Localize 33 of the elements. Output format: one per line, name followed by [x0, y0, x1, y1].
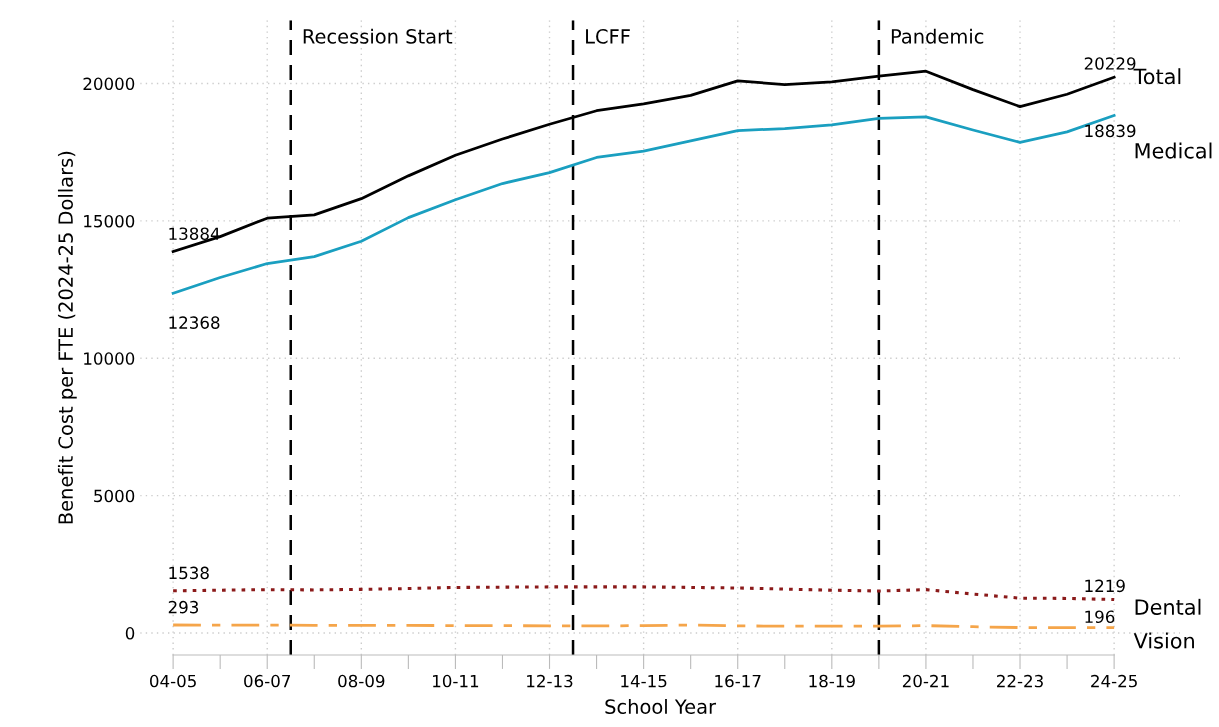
series-label: Dental — [1135, 598, 1201, 615]
data-label: 1219 — [1085, 579, 1125, 593]
data-label: 293 — [168, 600, 199, 614]
y-tick-label: 20000 — [83, 77, 135, 91]
x-tick-label: 10-11 — [433, 674, 479, 688]
x-tick-label: 24-25 — [1091, 674, 1137, 688]
annotation: LCFF — [586, 29, 630, 44]
series-label: Medical — [1135, 142, 1212, 159]
annotation: Pandemic — [891, 28, 984, 44]
x-tick-label: 16-17 — [715, 674, 761, 688]
x-tick-label: 14-15 — [621, 674, 667, 688]
annotation: Recession Start — [303, 28, 453, 44]
x-tick-label: 08-09 — [338, 674, 385, 688]
series-label: Vision — [1133, 632, 1194, 649]
y-axis-title: Benefit Cost per FTE (2024-25 Dollars) — [57, 151, 77, 524]
data-label: 20229 — [1084, 57, 1136, 70]
x-tick-label: 04-05 — [150, 674, 196, 688]
y-tick-label: 10000 — [84, 352, 135, 365]
data-label: 12368 — [169, 316, 220, 329]
y-tick-label: 0 — [125, 627, 135, 640]
data-label: 13884 — [169, 227, 220, 241]
x-axis-title: School Year — [605, 698, 717, 714]
x-tick-label: 22-23 — [997, 674, 1043, 688]
x-tick-label: 06-07 — [244, 674, 291, 688]
data-label: 196 — [1085, 610, 1115, 624]
y-tick-label: 5000 — [94, 489, 135, 503]
x-tick-label: 12-13 — [527, 674, 573, 688]
data-label: 18839 — [1085, 124, 1136, 138]
x-tick-label: 20-21 — [902, 674, 949, 688]
y-tick-label: 15000 — [84, 214, 135, 228]
data-label: 1538 — [169, 566, 209, 580]
x-tick-label: 18-19 — [809, 674, 855, 688]
series-label: Total — [1133, 68, 1181, 85]
